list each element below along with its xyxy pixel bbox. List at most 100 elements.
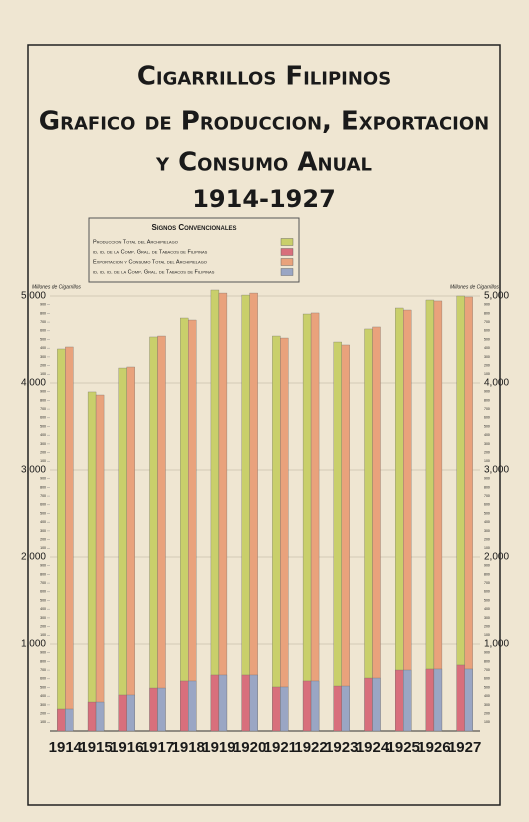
y-minor-tick-label: 200 xyxy=(40,538,46,542)
y2-minor-tick-label: 700 xyxy=(484,668,490,672)
bar xyxy=(149,336,158,732)
x-tick-label: 1922 xyxy=(294,739,327,756)
y-minor-tick-label: 700 xyxy=(40,320,46,324)
y2-minor-tick-label: 700 xyxy=(484,581,490,585)
y2-minor-tick-label: 600 xyxy=(484,590,490,594)
bar xyxy=(65,708,74,732)
bar xyxy=(302,313,312,732)
legend-label: id. id. de la Comp. Gral. de Tabacos de … xyxy=(93,249,208,255)
bar xyxy=(118,694,127,732)
y-minor-tick-label: 600 xyxy=(40,503,46,507)
y-minor-tick-label: 800 xyxy=(40,485,46,489)
bar xyxy=(87,391,97,732)
bar xyxy=(188,680,197,732)
bar xyxy=(302,680,312,732)
y2-minor-tick-label: 400 xyxy=(484,520,490,524)
y2-minor-tick-label: 100 xyxy=(484,459,490,463)
y2-minor-tick-label: 800 xyxy=(484,572,490,576)
bar xyxy=(218,292,228,732)
bar xyxy=(433,668,443,732)
bar xyxy=(118,367,127,732)
x-tick-label: 1916 xyxy=(110,739,143,756)
y2-minor-tick-label: 600 xyxy=(484,329,490,333)
bar xyxy=(310,312,320,732)
y-minor-tick-label: 200 xyxy=(40,364,46,368)
bar xyxy=(333,685,342,732)
y2-minor-tick-label: 300 xyxy=(484,616,490,620)
y2-minor-tick-label: 200 xyxy=(484,538,490,542)
chart-title: Grafico de Produccion, Exportacion xyxy=(39,107,489,137)
y-minor-tick-label: 900 xyxy=(40,303,46,307)
bar xyxy=(126,694,135,732)
bar xyxy=(57,348,66,732)
y2-minor-tick-label: 200 xyxy=(484,712,490,716)
bar xyxy=(425,668,435,732)
y-axis-label: Millones de Cigarrillos xyxy=(32,284,81,290)
legend-swatch xyxy=(280,248,294,256)
bar xyxy=(433,300,443,732)
legend-swatch xyxy=(280,238,294,246)
y2-tick-label: 3,000 xyxy=(484,465,509,476)
y2-minor-tick-label: 400 xyxy=(484,607,490,611)
y2-minor-tick-label: 500 xyxy=(484,424,490,428)
y2-minor-tick-label: 300 xyxy=(484,442,490,446)
x-tick-label: 1926 xyxy=(417,739,450,756)
y2-minor-tick-label: 300 xyxy=(484,703,490,707)
bar xyxy=(180,317,189,732)
y2-minor-tick-label: 900 xyxy=(484,651,490,655)
bar xyxy=(464,296,473,732)
y-minor-tick-label: 600 xyxy=(40,677,46,681)
y2-minor-tick-label: 400 xyxy=(484,694,490,698)
y2-minor-tick-label: 500 xyxy=(484,685,490,689)
y2-minor-tick-label: 700 xyxy=(484,494,490,498)
y2-minor-tick-label: 100 xyxy=(484,372,490,376)
bar xyxy=(241,294,250,732)
bar xyxy=(65,346,74,732)
y-minor-tick-label: 100 xyxy=(40,633,46,637)
y-minor-tick-label: 200 xyxy=(40,712,46,716)
y-minor-tick-label: 800 xyxy=(40,572,46,576)
y-minor-tick-label: 300 xyxy=(40,703,46,707)
y2-minor-tick-label: 900 xyxy=(484,303,490,307)
legend-swatch xyxy=(280,268,294,276)
y-minor-tick-label: 100 xyxy=(40,546,46,550)
chart-title: Cigarrillos Filipinos xyxy=(137,62,391,92)
bar xyxy=(241,674,250,732)
y-minor-tick-label: 100 xyxy=(40,459,46,463)
y-minor-tick-label: 700 xyxy=(40,581,46,585)
y2-tick-label: 2,000 xyxy=(484,552,509,563)
bar xyxy=(95,701,105,732)
legend-box xyxy=(88,217,300,283)
y-minor-tick-label: 500 xyxy=(40,598,46,602)
chart-title: y Consumo Anual xyxy=(155,148,372,178)
y2-minor-tick-label: 900 xyxy=(484,390,490,394)
y-minor-tick-label: 500 xyxy=(40,337,46,341)
y-tick-label: 1,000 xyxy=(21,639,46,650)
y-minor-tick-label: 500 xyxy=(40,511,46,515)
y-minor-tick-label: 100 xyxy=(40,372,46,376)
bar xyxy=(395,669,404,732)
bar xyxy=(341,685,350,732)
bar xyxy=(87,701,97,732)
y-minor-tick-label: 300 xyxy=(40,616,46,620)
bar xyxy=(272,335,281,732)
bar xyxy=(272,686,281,732)
y-tick-label: 3,000 xyxy=(21,465,46,476)
x-tick-label: 1927 xyxy=(448,739,481,756)
bar xyxy=(341,344,350,732)
y2-tick-label: 4,000 xyxy=(484,378,509,389)
y-minor-tick-label: 900 xyxy=(40,564,46,568)
y-minor-tick-label: 200 xyxy=(40,451,46,455)
y2-minor-tick-label: 200 xyxy=(484,625,490,629)
legend-title: Signos Convencionales xyxy=(151,223,236,232)
y2-minor-tick-label: 300 xyxy=(484,529,490,533)
bar xyxy=(310,680,320,732)
y2-minor-tick-label: 400 xyxy=(484,433,490,437)
y-minor-tick-label: 400 xyxy=(40,607,46,611)
y-minor-tick-label: 400 xyxy=(40,433,46,437)
bar xyxy=(180,680,189,732)
x-tick-label: 1924 xyxy=(356,739,390,756)
y-minor-tick-label: 800 xyxy=(40,311,46,315)
y-minor-tick-label: 800 xyxy=(40,659,46,663)
